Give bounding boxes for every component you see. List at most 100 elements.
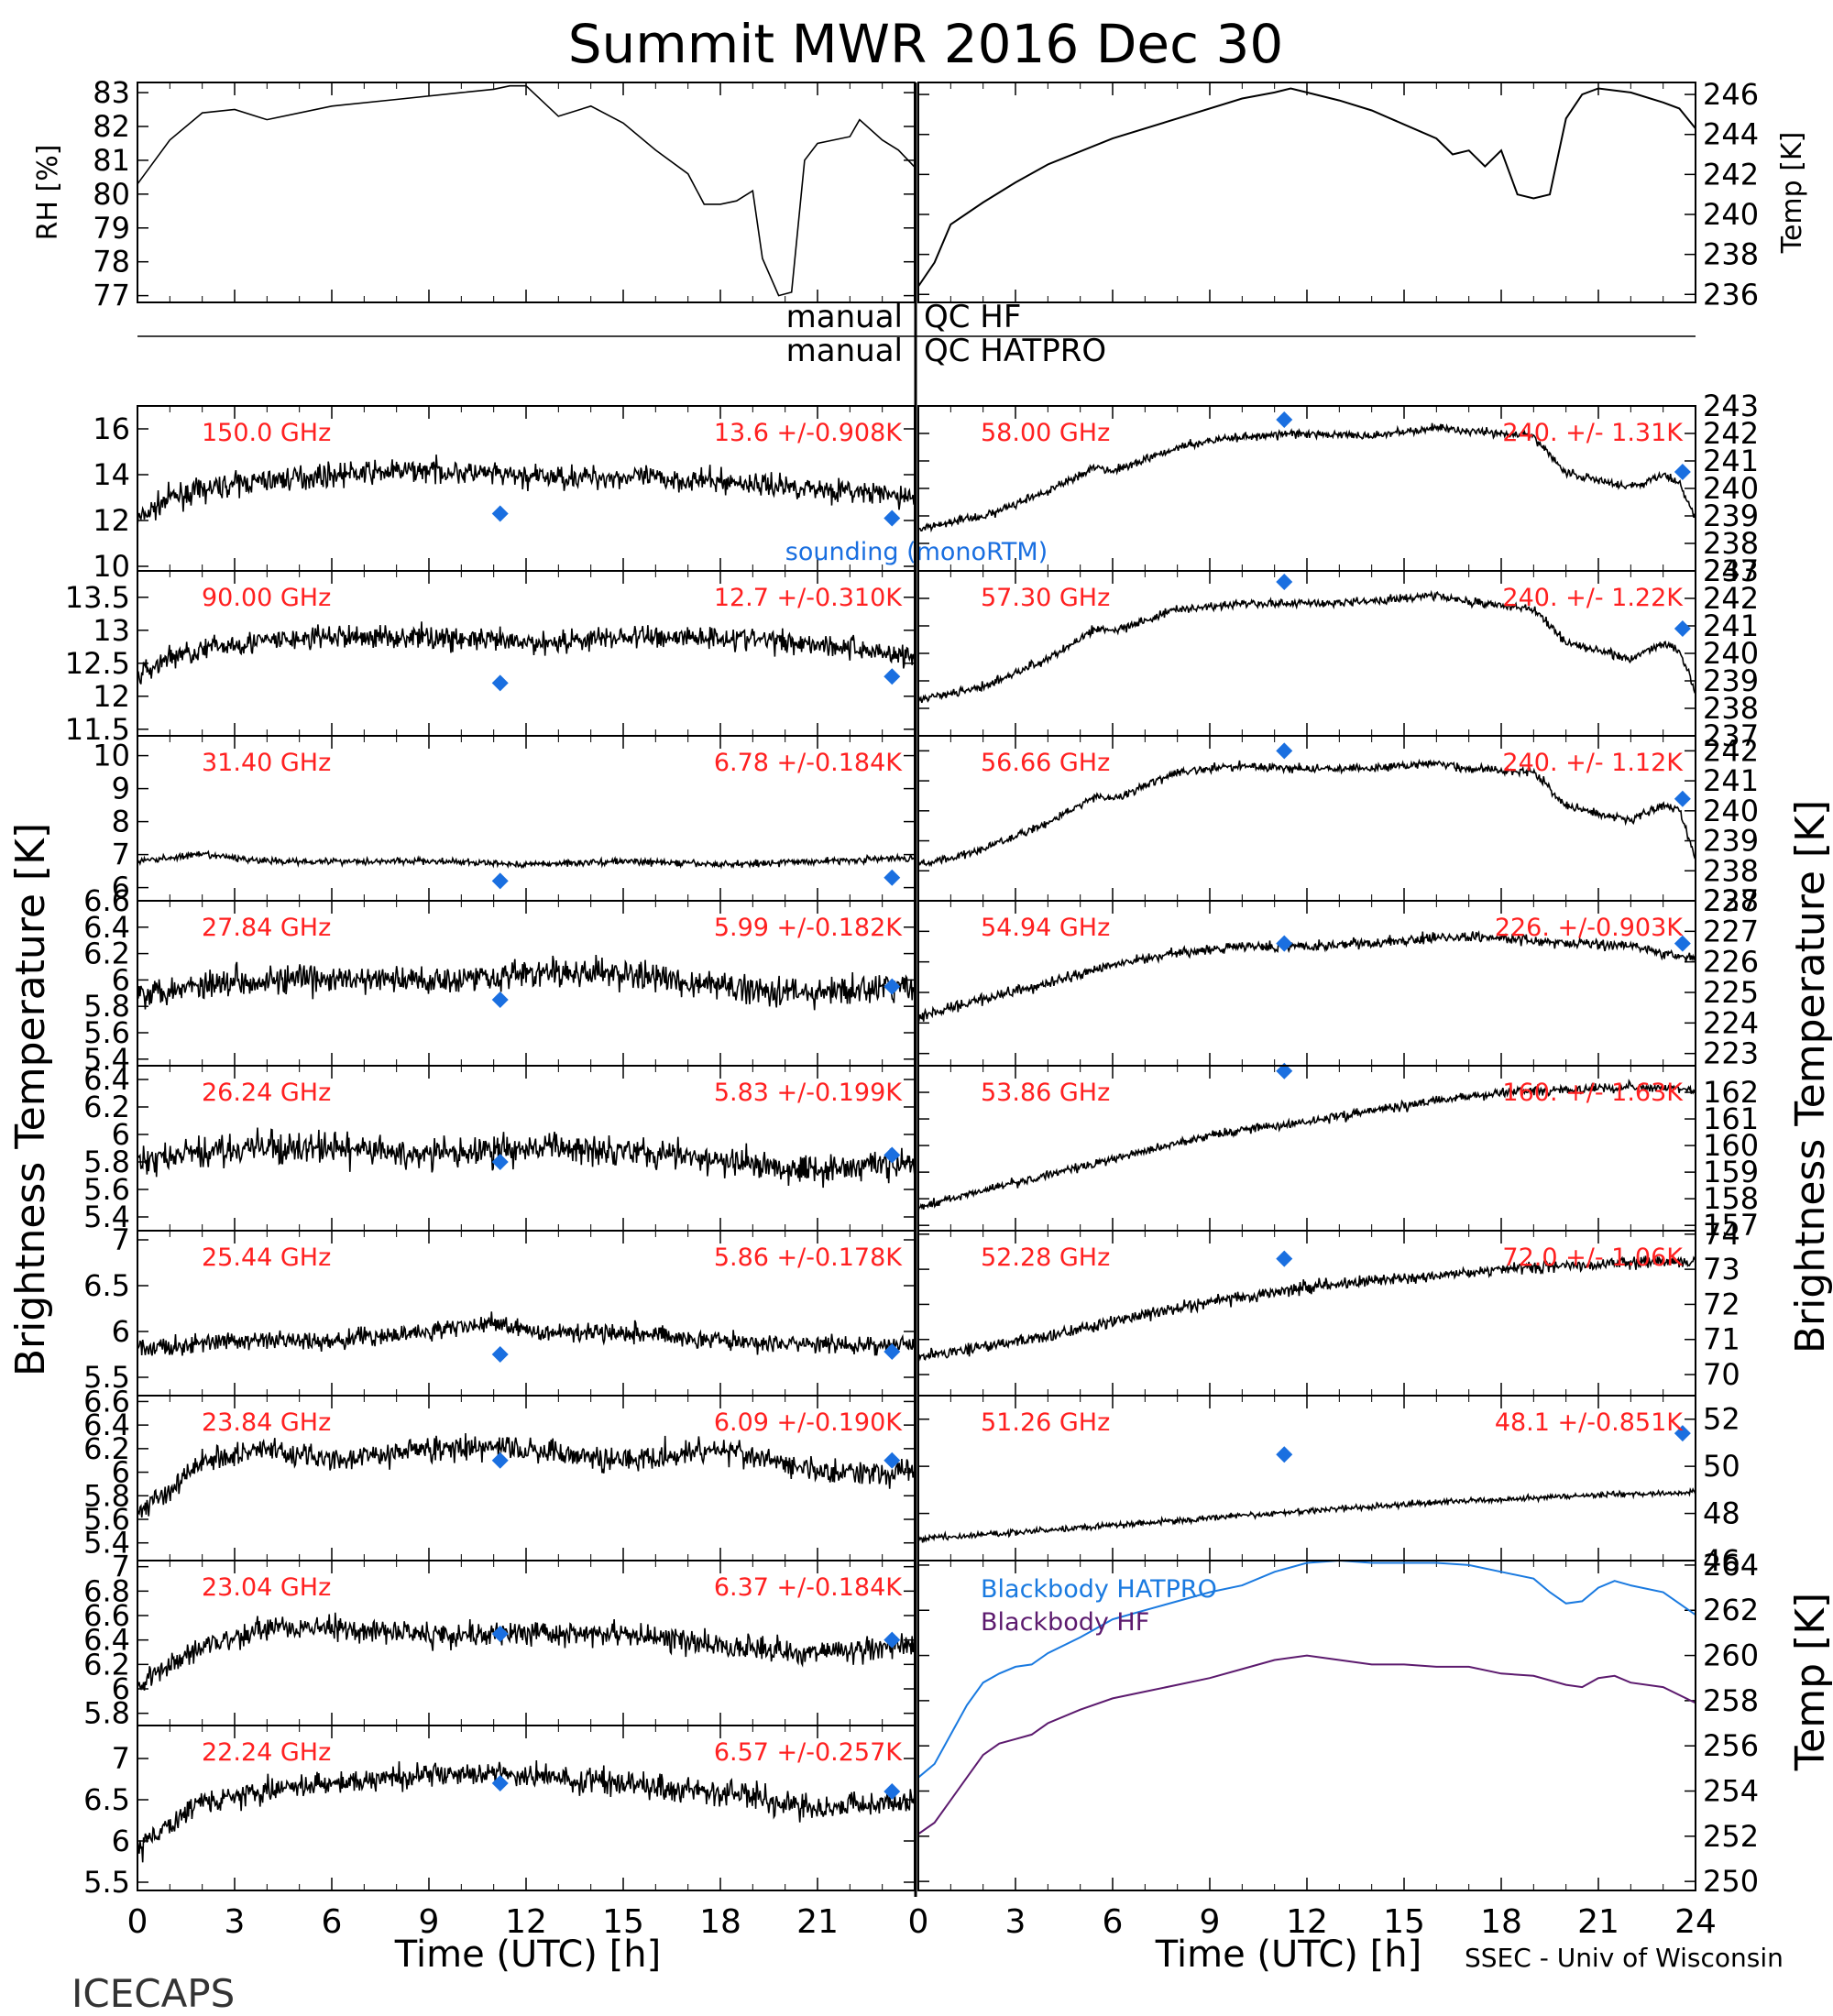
sounding-marker: [491, 1626, 509, 1642]
stats-label: 5.99 +/-0.182K: [714, 914, 903, 942]
frequency-label: 27.84 GHz: [202, 914, 331, 942]
y-tick-label: 82: [93, 109, 130, 144]
frequency-label: 23.84 GHz: [202, 1408, 331, 1437]
trace-line: [137, 1612, 915, 1691]
y-tick-label: 14: [93, 457, 130, 492]
y-tick-label: 6.2: [83, 1090, 130, 1124]
y-tick-label: 5.4: [83, 1526, 130, 1561]
stats-label: 6.09 +/-0.190K: [714, 1408, 903, 1437]
x-tick-label: 9: [1200, 1903, 1221, 1941]
y-tick-label: 7: [112, 1222, 130, 1257]
y-tick-label: 236: [1703, 277, 1759, 312]
y-tick-label: 5.8: [83, 1478, 130, 1513]
x-tick-label: 0: [127, 1903, 148, 1941]
frequency-label: 90.00 GHz: [202, 584, 331, 612]
panel-ylabel: Temp [K]: [1776, 132, 1808, 255]
qc-hatpro-label-right: QC HATPRO: [924, 333, 1106, 369]
legend-entry: Blackbody HF: [981, 1608, 1149, 1637]
y-tick-label: 6.4: [83, 910, 130, 945]
y-tick-label: 46: [1703, 1543, 1740, 1578]
y-tick-label: 246: [1703, 77, 1759, 112]
stats-label: 5.83 +/-0.199K: [714, 1079, 903, 1107]
y-tick-label: 10: [93, 739, 130, 773]
panel-hf-26.24: 5.45.65.866.26.4 26.24 GHz 5.83 +/-0.199K: [83, 1062, 916, 1234]
sounding-marker: [884, 978, 901, 995]
stats-label: 240. +/- 1.12K: [1502, 749, 1684, 777]
plot-area: [137, 1432, 915, 1518]
frequency-label: 22.24 GHz: [202, 1738, 331, 1767]
trace-line: [137, 1759, 915, 1863]
sounding-marker: [884, 1783, 901, 1800]
trace-line: [137, 1311, 915, 1356]
trace-line: [918, 1486, 1696, 1543]
panel-hatpro-51.26: 46 48 50 52 51.26 GHz 48.1 +/-0.851K: [917, 1395, 1740, 1578]
y-tick-label: 5.4: [83, 1200, 130, 1234]
footer-left: ICECAPS: [71, 1971, 235, 2016]
plot-area: [918, 1078, 1696, 1211]
stats-label: 160. +/- 1.63K: [1502, 1079, 1684, 1107]
stats-label: 6.57 +/-0.257K: [714, 1738, 903, 1767]
stats-label: 226. +/-0.903K: [1495, 914, 1684, 942]
sounding-marker: [491, 872, 509, 890]
y-tick-label: 11.5: [65, 712, 130, 747]
y-tick-label: 250: [1703, 1864, 1759, 1899]
sounding-marker: [884, 1452, 901, 1469]
sounding-marker: [884, 1343, 901, 1360]
plot-area: [918, 1486, 1696, 1543]
y-tick-label: 6: [112, 1455, 130, 1490]
sounding-marker: [884, 1146, 901, 1164]
x-tick-label: 15: [1383, 1903, 1425, 1941]
frequency-label: 52.28 GHz: [981, 1244, 1110, 1272]
frequency-label: 54.94 GHz: [981, 914, 1110, 942]
y-tick-label: 243: [1703, 389, 1759, 423]
y-tick-label: 242: [1703, 733, 1759, 768]
series-line-0: [918, 87, 1696, 288]
trace-line: [918, 589, 1696, 704]
y-tick-label: 239: [1703, 824, 1759, 859]
x-tick-label: 6: [322, 1903, 343, 1941]
y-tick-label: 238: [1703, 691, 1759, 726]
sounding-marker: [491, 674, 509, 692]
trace-line: [137, 954, 915, 1011]
y-tick-label: 12: [93, 503, 130, 538]
plot-area: [137, 1127, 915, 1189]
qc-hf-label-right: QC HF: [924, 299, 1021, 335]
plot-area: [918, 1561, 1696, 1835]
y-tick-label: 264: [1703, 1548, 1759, 1583]
y-tick-label: 13.5: [65, 580, 130, 615]
sounding-marker: [1276, 935, 1293, 952]
plot-area: [918, 1255, 1696, 1362]
y-tick-label: 6.4: [83, 1623, 130, 1658]
y-tick-label: 239: [1703, 499, 1759, 533]
ylabel-right-blackbody: Temp [K]: [1787, 1593, 1833, 1771]
panel-blackbody: 250 252 254 256 258 260 262 264 Blackbody HATPRO…: [908, 1548, 1760, 1941]
y-tick-label: 237: [1703, 718, 1759, 753]
plot-area: [137, 84, 915, 297]
sounding-marker: [491, 1775, 509, 1791]
y-tick-label: 80: [93, 177, 130, 212]
y-tick-label: 5.5: [83, 1865, 130, 1900]
y-tick-label: 78: [93, 245, 130, 279]
y-tick-label: 83: [93, 75, 130, 110]
y-tick-label: 240: [1703, 636, 1759, 671]
panel-frame: [917, 82, 1696, 303]
y-tick-label: 254: [1703, 1774, 1759, 1809]
y-tick-label: 256: [1703, 1728, 1759, 1763]
y-tick-label: 5.6: [83, 1172, 130, 1207]
y-tick-label: 6.5: [83, 1782, 130, 1817]
series-line-blackbody-hatpro: [918, 1561, 1696, 1779]
trace-line: [918, 1078, 1696, 1211]
ylabel-right: Brightness Temperature [K]: [1787, 800, 1833, 1353]
y-tick-label: 6.6: [83, 1598, 130, 1633]
y-tick-label: 6: [112, 1671, 130, 1706]
y-tick-label: 223: [1703, 1036, 1759, 1071]
x-tick-label: 12: [1286, 1903, 1328, 1941]
y-tick-label: 238: [1703, 237, 1759, 272]
frequency-label: 25.44 GHz: [202, 1244, 331, 1272]
